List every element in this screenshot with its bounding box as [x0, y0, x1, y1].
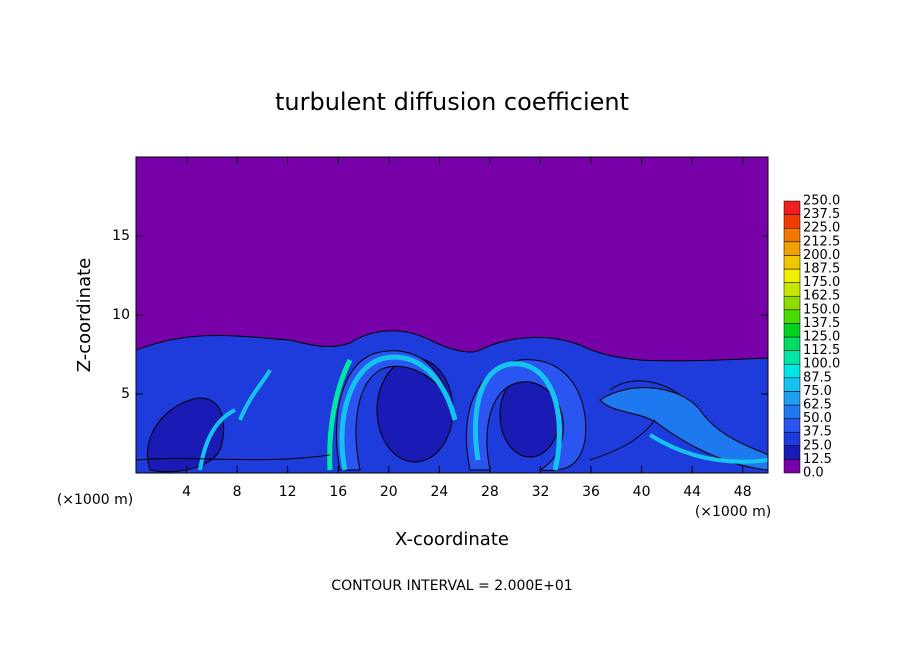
- colorbar-label: 50.0: [803, 411, 832, 426]
- footnote: CONTOUR INTERVAL = 2.000E+01: [331, 578, 572, 594]
- y-tick-label: 10: [112, 307, 130, 323]
- field-contour: [327, 358, 353, 471]
- x-tick-label: 28: [481, 484, 499, 500]
- colorbar-label: 175.0: [803, 275, 840, 290]
- field-contour: [473, 361, 562, 471]
- colorbar-label: 125.0: [803, 330, 840, 345]
- x-axis-label: X-coordinate: [395, 529, 509, 550]
- colorbar-label: 62.5: [803, 398, 832, 413]
- x-tick-label: 12: [279, 484, 297, 500]
- colorbar-band: [783, 336, 801, 351]
- colorbar-label: 0.0: [803, 466, 824, 481]
- colorbar-band: [783, 377, 801, 392]
- colorbar-label: 12.5: [803, 452, 832, 467]
- colorbar-label: 162.5: [803, 289, 840, 304]
- colorbar-label: 75.0: [803, 384, 832, 399]
- colorbar-band: [783, 309, 801, 324]
- x-tick-label: 40: [633, 484, 651, 500]
- colorbar-band: [783, 268, 801, 283]
- field-contour: [198, 408, 236, 471]
- field: [136, 157, 768, 473]
- colorbar-label: 187.5: [803, 262, 840, 277]
- field-contour: [339, 354, 458, 471]
- y-tick-label: 5: [121, 386, 130, 402]
- colorbar-label: 225.0: [803, 221, 840, 236]
- field-contour: [648, 433, 768, 464]
- colorbar-label: 87.5: [803, 370, 832, 385]
- x-tick-label: 20: [380, 484, 398, 500]
- chart-title: turbulent diffusion coefficient: [275, 88, 629, 116]
- colorbar-band: [783, 255, 801, 270]
- colorbar-label: 137.5: [803, 316, 840, 331]
- colorbar-band: [783, 214, 801, 229]
- y-axis-label: Z-coordinate: [74, 258, 95, 373]
- x-tick-label: 44: [683, 484, 701, 500]
- colorbar-band: [783, 282, 801, 297]
- colorbar-label: 37.5: [803, 425, 832, 440]
- colorbar-band: [783, 241, 801, 256]
- field-region: [376, 357, 454, 463]
- colorbar-band: [783, 404, 801, 419]
- colorbar-band: [783, 227, 801, 243]
- x-tick-label: 32: [532, 484, 550, 500]
- x-tick-label: 48: [734, 484, 752, 500]
- x-tick-label: 4: [182, 484, 191, 500]
- colorbar-label: 25.0: [803, 438, 832, 453]
- x-unit-label: (×1000 m): [695, 504, 771, 520]
- field-contour: [136, 380, 681, 461]
- colorbar-band: [783, 363, 801, 379]
- colorbar-label: 150.0: [803, 302, 840, 317]
- colorbar-label: 250.0: [803, 194, 840, 209]
- x-tick-label: 24: [430, 484, 448, 500]
- colorbar-band: [783, 459, 801, 474]
- colorbar-band: [783, 418, 801, 433]
- colorbar-band: [783, 431, 801, 447]
- colorbar-label: 212.5: [803, 234, 840, 249]
- colorbar-band: [783, 391, 801, 406]
- colorbar-label: 100.0: [803, 357, 840, 372]
- x-tick-label: 36: [582, 484, 600, 500]
- y-tick-label: 15: [112, 228, 130, 244]
- field-region: [599, 387, 768, 471]
- colorbar-label: 112.5: [803, 343, 840, 358]
- colorbar-band: [783, 200, 801, 215]
- colorbar-band: [783, 323, 801, 338]
- colorbar-label: 200.0: [803, 248, 840, 263]
- colorbar-band: [783, 445, 801, 460]
- colorbar-band: [783, 295, 801, 311]
- x-tick-label: 8: [233, 484, 242, 500]
- colorbar-band: [783, 350, 801, 365]
- x-tick-label: 16: [329, 484, 347, 500]
- colorbar-label: 237.5: [803, 207, 840, 222]
- x-unit-label: (×1000 m): [57, 492, 133, 508]
- field-contour: [238, 369, 272, 421]
